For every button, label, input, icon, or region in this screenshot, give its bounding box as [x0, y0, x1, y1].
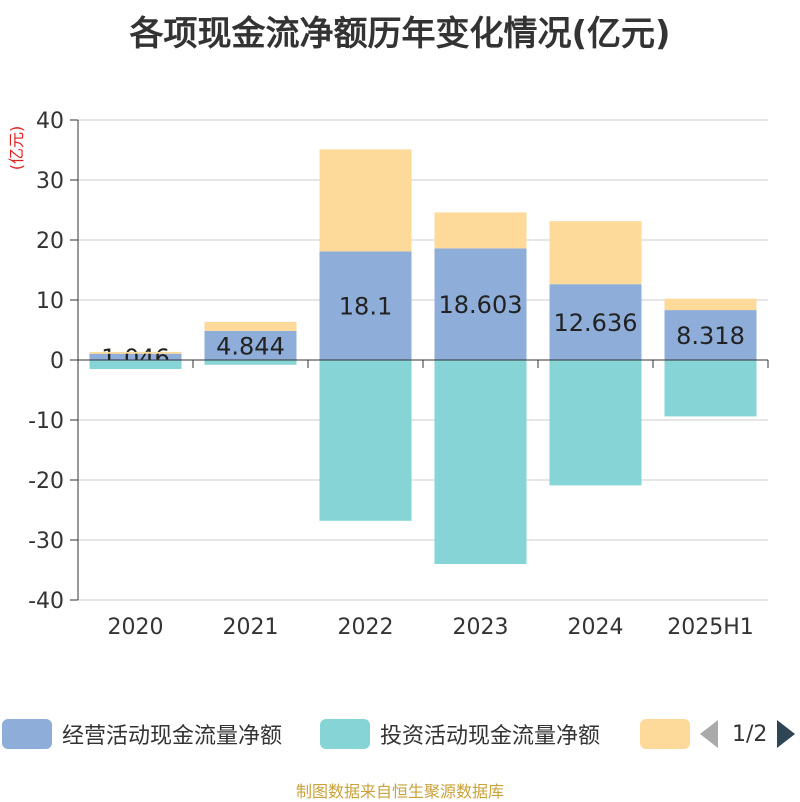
data-label: 18.1 [339, 293, 392, 321]
data-source: 制图数据来自恒生聚源数据库 [295, 782, 504, 801]
legend-next-icon[interactable] [777, 720, 796, 748]
y-tick-label: -10 [28, 409, 64, 434]
legend-item[interactable]: 投资活动现金流量净额 [320, 714, 600, 754]
legend-label: 经营活动现金流量净额 [62, 724, 283, 749]
y-tick-label: -40 [28, 589, 64, 614]
data-label: 4.844 [216, 332, 285, 360]
x-tick-label: 2020 [108, 615, 164, 640]
legend-item[interactable]: 经营活动现金流量净额 [2, 714, 282, 754]
legend-page-indicator: 1/2 [732, 721, 768, 747]
y-tick-label: 40 [36, 109, 64, 134]
bar-1-2025H1 [664, 310, 757, 360]
x-tick-label: 2021 [223, 615, 279, 640]
y-tick-label: 10 [36, 289, 64, 314]
bar-2-2022 [319, 360, 412, 521]
bar-2-2020 [89, 360, 182, 369]
bar-2-2025H1 [664, 360, 757, 417]
bar-3-2021 [204, 321, 297, 331]
legend-swatch [640, 719, 690, 749]
x-tick-label: 2025H1 [667, 615, 754, 640]
data-label: 8.318 [676, 322, 745, 350]
legend-item[interactable] [640, 714, 690, 754]
y-tick-label: 30 [36, 169, 64, 194]
bar-3-2020 [89, 351, 182, 354]
data-label: 18.603 [439, 291, 523, 319]
bar-1-2023 [434, 248, 527, 360]
x-tick-label: 2024 [568, 615, 624, 640]
bar-1-2024 [549, 284, 642, 360]
y-axis-title: (亿元) [7, 126, 26, 171]
bar-1-2022 [319, 251, 412, 360]
legend-pager: 1/2 [700, 714, 796, 754]
legend-swatch [2, 719, 52, 749]
legend: 经营活动现金流量净额 投资活动现金流量净额 [0, 714, 800, 754]
data-label: 12.636 [554, 309, 638, 337]
legend-swatch [320, 719, 370, 749]
bar-1-2020 [89, 353, 182, 360]
x-tick-label: 2022 [338, 615, 394, 640]
bar-2-2021 [204, 360, 297, 365]
y-tick-label: 0 [50, 349, 64, 374]
bar-1-2021 [204, 330, 297, 360]
y-tick-label: -20 [28, 469, 64, 494]
y-tick-label: -30 [28, 529, 64, 554]
bar-2-2023 [434, 360, 527, 564]
bar-3-2024 [549, 221, 642, 285]
chart-title: 各项现金流净额历年变化情况(亿元) [129, 14, 671, 54]
bar-3-2025H1 [664, 298, 757, 311]
y-tick-label: 20 [36, 229, 64, 254]
bar-3-2022 [319, 149, 412, 252]
legend-label: 投资活动现金流量净额 [380, 724, 601, 749]
bar-3-2023 [434, 212, 527, 249]
bar-2-2024 [549, 360, 642, 486]
x-tick-label: 2023 [453, 615, 509, 640]
legend-prev-icon[interactable] [700, 720, 718, 748]
